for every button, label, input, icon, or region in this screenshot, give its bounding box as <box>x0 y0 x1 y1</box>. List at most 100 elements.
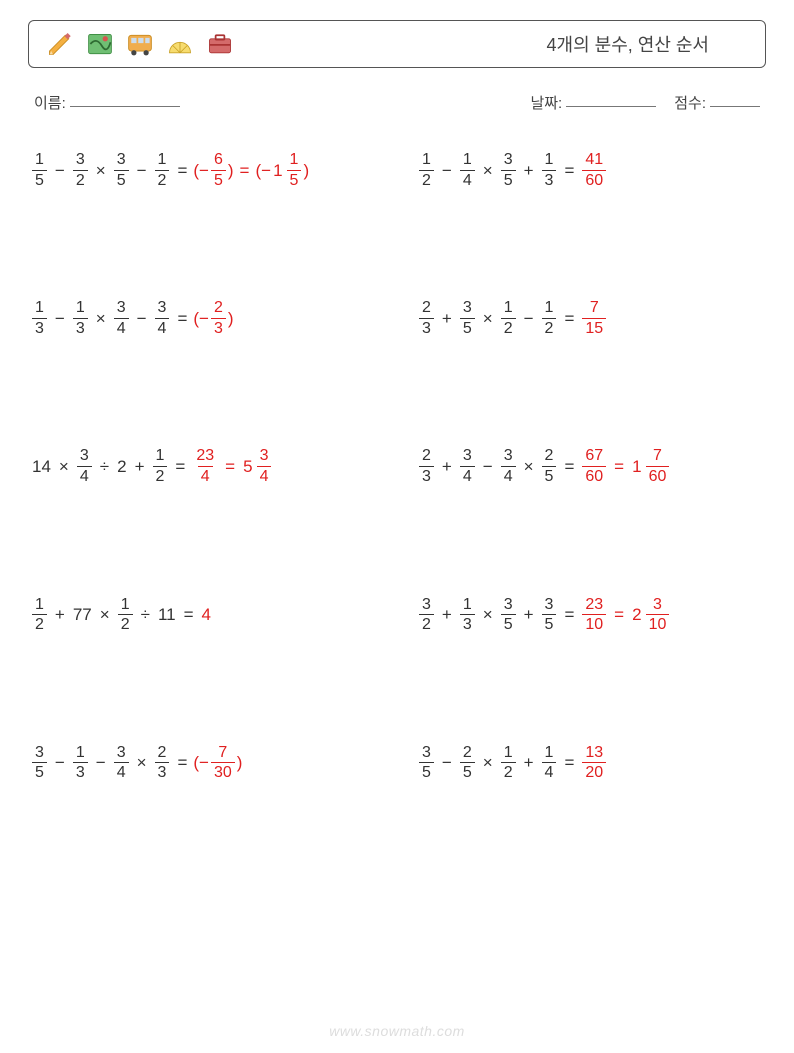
watermark: www.snowmath.com <box>0 1023 794 1039</box>
operator: = <box>240 162 250 179</box>
text: (− <box>255 162 271 179</box>
operator: − <box>137 310 147 327</box>
fraction: 34 <box>114 299 129 337</box>
operator: + <box>442 458 452 475</box>
operator: × <box>137 754 147 771</box>
problem-7: 12+77×12÷11=4 <box>30 596 377 634</box>
fraction: 32 <box>419 596 434 634</box>
fraction: 15 <box>32 151 47 189</box>
operator: × <box>96 162 106 179</box>
briefcase-icon <box>205 29 235 59</box>
operator: × <box>524 458 534 475</box>
answer: (−65)=(−115) <box>193 151 309 189</box>
operator: − <box>483 458 493 475</box>
fraction: 15 <box>287 151 302 189</box>
answer: 234 = 534 <box>191 447 273 485</box>
fraction: 234 <box>193 447 217 485</box>
fraction: 23 <box>419 299 434 337</box>
answer: 4160 <box>580 151 608 189</box>
fraction: 13 <box>542 151 557 189</box>
mixed-number: 534 <box>241 447 273 485</box>
operator: = <box>564 754 574 771</box>
problem-8: 32+13×35+35=2310=2310 <box>417 596 764 634</box>
fraction: 13 <box>73 299 88 337</box>
fraction: 32 <box>73 151 88 189</box>
fraction: 14 <box>460 151 475 189</box>
problem-9: 35−13−34×23=(−730) <box>30 744 377 782</box>
name-blank <box>70 92 180 107</box>
fraction: 310 <box>646 596 670 634</box>
answer: (−23) <box>193 299 233 337</box>
operator: = <box>564 310 574 327</box>
fraction: 25 <box>460 744 475 782</box>
text: ) <box>237 754 243 771</box>
whole-number: 11 <box>158 606 176 623</box>
protractor-icon <box>165 29 195 59</box>
fraction: 12 <box>501 299 516 337</box>
operator: = <box>614 458 624 475</box>
fraction: 35 <box>114 151 129 189</box>
problem-4: 23+35×12−12=715 <box>417 299 764 337</box>
fraction: 23 <box>419 447 434 485</box>
whole-number: 4 <box>202 606 211 623</box>
pencil-icon <box>45 29 75 59</box>
fraction: 35 <box>460 299 475 337</box>
operator: × <box>483 606 493 623</box>
answer: (−730) <box>193 744 242 782</box>
mixed-number: 115 <box>271 151 303 189</box>
whole-number: 14 <box>32 458 51 475</box>
fraction: 12 <box>419 151 434 189</box>
answer: 4 <box>200 606 213 623</box>
answer: 715 <box>580 299 608 337</box>
fraction: 35 <box>419 744 434 782</box>
info-row: 이름: 날짜: 점수: <box>34 92 760 113</box>
fraction: 12 <box>155 151 170 189</box>
operator: + <box>442 606 452 623</box>
date-blank <box>566 92 656 107</box>
operator: + <box>442 310 452 327</box>
score-blank <box>710 92 760 107</box>
problem-2: 12−14×35+13=4160 <box>417 151 764 189</box>
operator: = <box>564 458 574 475</box>
text: ) <box>228 310 234 327</box>
fraction: 6760 <box>582 447 606 485</box>
text: ) <box>303 162 309 179</box>
fraction: 730 <box>211 744 235 782</box>
fraction: 2310 <box>582 596 606 634</box>
problem-10: 35−25×12+14=1320 <box>417 744 764 782</box>
fraction: 35 <box>501 151 516 189</box>
operator: × <box>483 310 493 327</box>
mixed-number: 2310 <box>630 596 671 634</box>
fraction: 715 <box>582 299 606 337</box>
whole-number: 77 <box>73 606 92 623</box>
problem-3: 13−13×34−34=(−23) <box>30 299 377 337</box>
whole-number: 2 <box>117 458 126 475</box>
fraction: 760 <box>646 447 670 485</box>
fraction: 34 <box>460 447 475 485</box>
answer: 6760=1760 <box>580 447 671 485</box>
fraction: 23 <box>155 744 170 782</box>
operator: = <box>225 458 235 475</box>
fraction: 13 <box>32 299 47 337</box>
operator: ÷ <box>141 606 150 623</box>
problem-1: 15−32×35−12=(−65)=(−115) <box>30 151 377 189</box>
fraction: 35 <box>501 596 516 634</box>
operator: ÷ <box>100 458 109 475</box>
operator: = <box>184 606 194 623</box>
operator: − <box>442 754 452 771</box>
fraction: 1320 <box>582 744 606 782</box>
problem-6: 23+34−34×25=6760=1760 <box>417 447 764 485</box>
fraction: 23 <box>211 299 226 337</box>
operator: − <box>55 754 65 771</box>
fraction: 12 <box>542 299 557 337</box>
operator: × <box>483 754 493 771</box>
fraction: 13 <box>460 596 475 634</box>
fraction: 34 <box>257 447 272 485</box>
operator: = <box>177 754 187 771</box>
operator: = <box>564 606 574 623</box>
header-icons <box>45 29 235 59</box>
operator: × <box>59 458 69 475</box>
fraction: 35 <box>32 744 47 782</box>
header-bar: 4개의 분수, 연산 순서 <box>28 20 766 68</box>
fraction: 12 <box>118 596 133 634</box>
